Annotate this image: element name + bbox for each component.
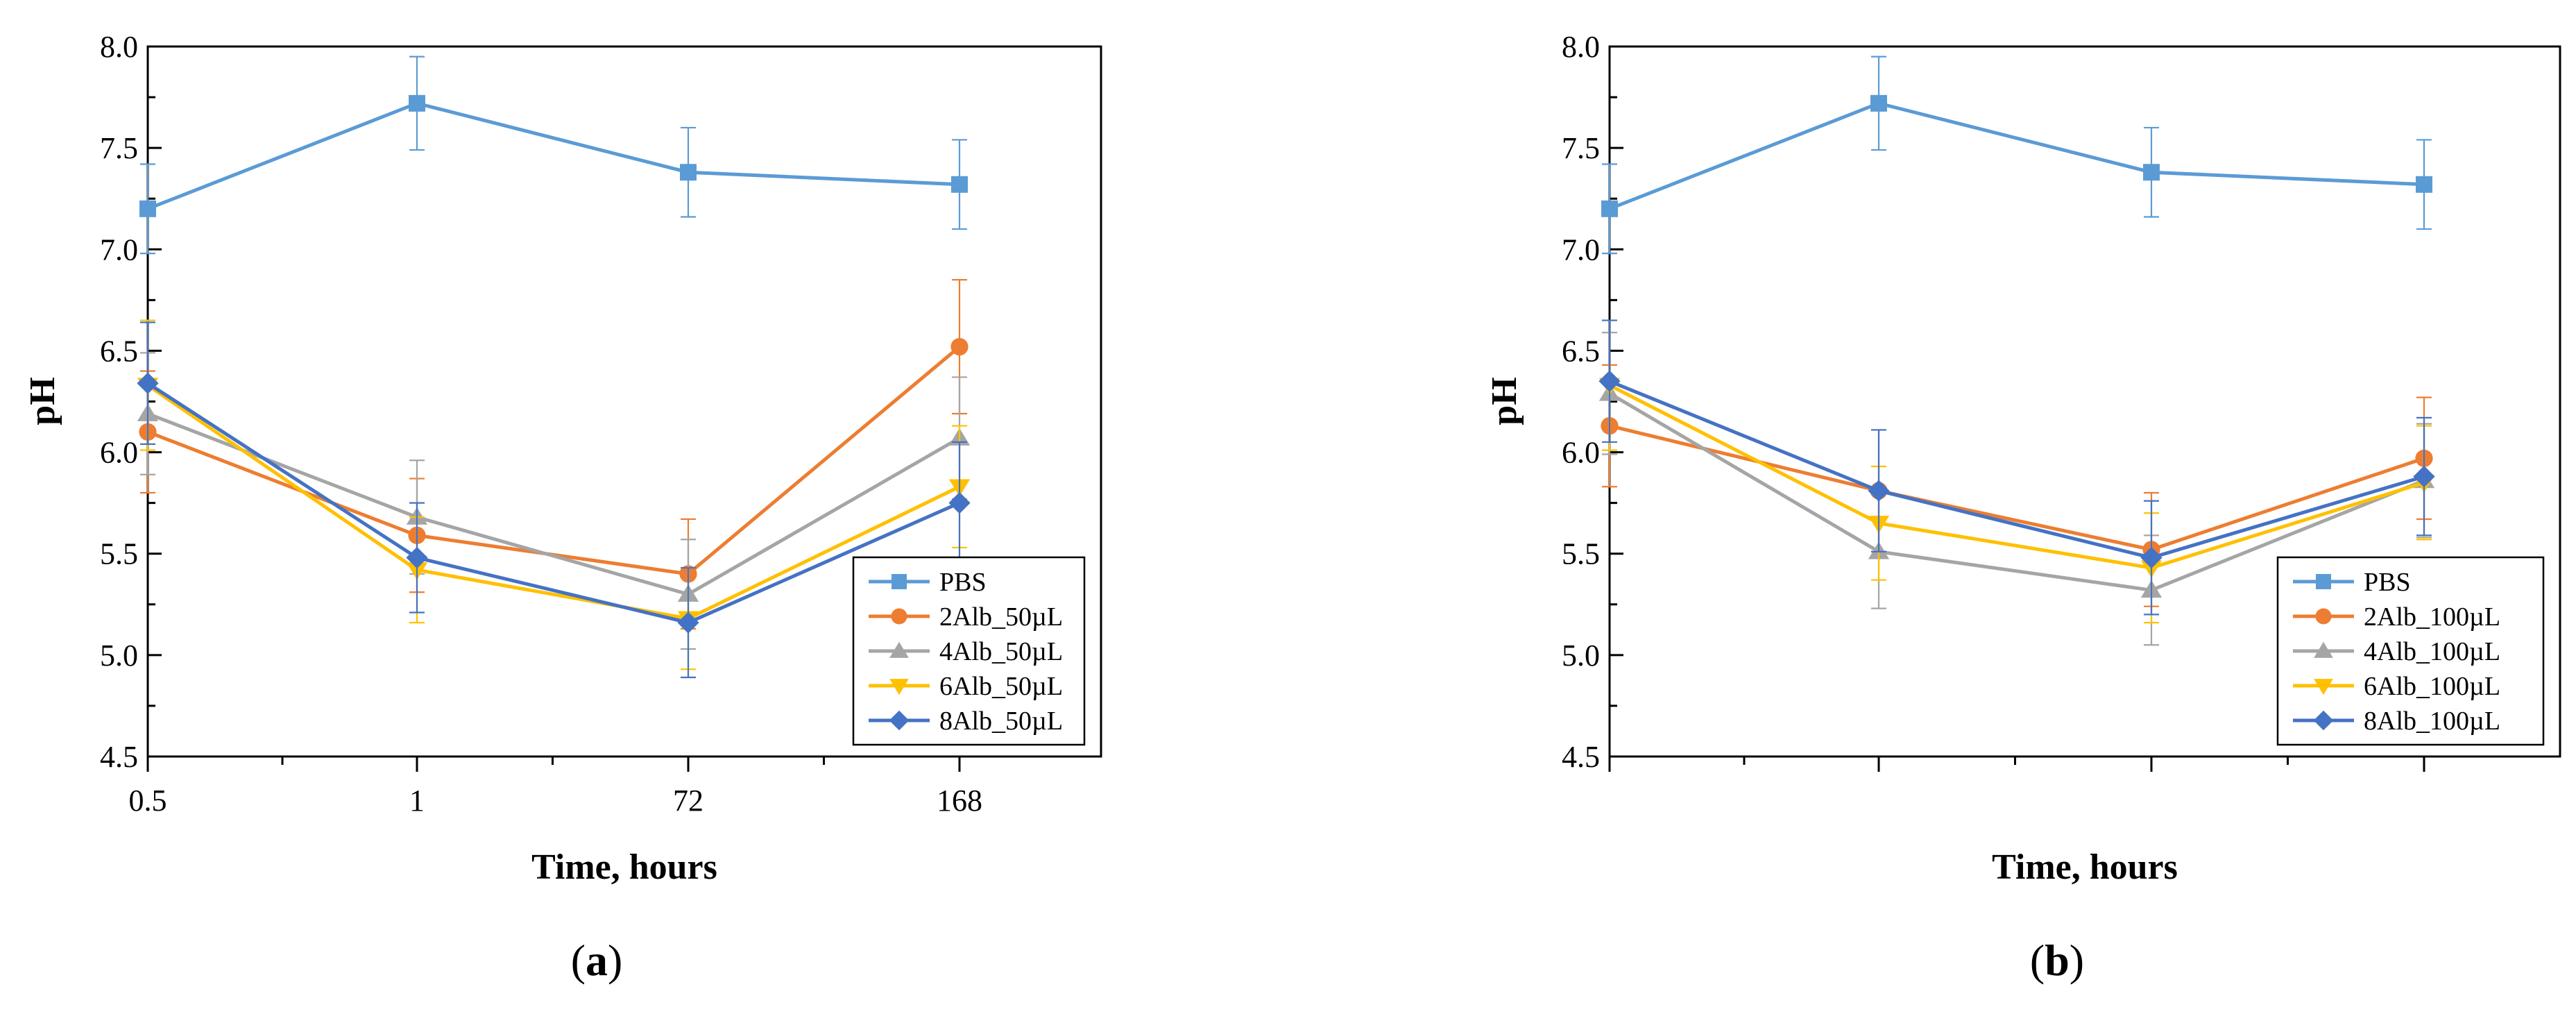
y-tick-label: 7.5 <box>100 131 138 165</box>
legend-swatch-marker <box>892 574 907 589</box>
x-tick-label: 1 <box>409 784 425 818</box>
panel-letter: b <box>2045 936 2070 985</box>
series-8Alb_100µL <box>1598 319 2435 616</box>
panel-label: (b) <box>2030 936 2084 985</box>
legend-swatch-marker <box>2314 641 2333 658</box>
y-tick-label: 5.0 <box>1562 639 1600 673</box>
y-axis-label: pH <box>1485 377 1524 425</box>
data-point <box>1601 200 1618 217</box>
data-point <box>2413 466 2435 488</box>
y-tick-label: 6.0 <box>100 436 138 470</box>
panel-paren-open: ( <box>571 936 586 985</box>
series-line <box>1609 379 2425 560</box>
y-tick-label: 7.0 <box>1562 233 1600 267</box>
legend-swatch-marker <box>2314 679 2333 695</box>
data-point <box>2143 164 2160 181</box>
series-line <box>1608 391 2425 592</box>
x-tick-label: 0.5 <box>129 784 167 818</box>
y-tick-label: 8.0 <box>100 30 138 64</box>
series-line <box>146 382 961 625</box>
legend-label: 4Alb_100µL <box>2364 637 2500 666</box>
legend-swatch-marker <box>889 679 909 695</box>
series-2Alb_50µL <box>139 279 969 629</box>
data-point <box>680 164 697 181</box>
x-axis-label: Time, hours <box>1992 847 2178 887</box>
y-tick-label: 5.5 <box>100 537 138 571</box>
panel-paren-open: ( <box>2030 936 2045 985</box>
y-axis-label: pH <box>23 377 62 425</box>
legend-label: 6Alb_50µL <box>939 672 1063 701</box>
legend-label: 2Alb_50µL <box>939 602 1063 632</box>
legend-swatch-marker <box>889 641 909 658</box>
legend-label: 6Alb_100µL <box>2364 672 2500 701</box>
x-tick-label: 168 <box>937 784 982 818</box>
legend-label: 8Alb_50µL <box>939 707 1063 736</box>
legend-swatch-marker <box>2313 710 2334 731</box>
data-point <box>1870 94 1887 112</box>
chart-panel-a: 4.5 5.0 5.5 6.0 6.5 7.0 7.5 8.0 0.5 1 72 168 Time, h… <box>23 30 1102 985</box>
y-tick-label: 6.0 <box>1562 436 1600 470</box>
y-tick-label: 4.5 <box>100 740 138 774</box>
legend-swatch-marker <box>2316 574 2331 589</box>
y-tick-label: 5.0 <box>100 639 138 673</box>
series-line <box>1608 383 2425 570</box>
data-point <box>1598 370 1621 392</box>
y-tick-label: 7.5 <box>1562 131 1600 165</box>
x-tick-label: 72 <box>673 784 703 818</box>
data-point <box>406 546 428 569</box>
legend: PBS 2Alb_100µL 4Alb_100µL 6Alb_100µL 8Alb_10… <box>2276 556 2545 746</box>
data-point <box>1868 480 1890 502</box>
series-line <box>147 101 960 211</box>
series-PBS <box>1601 56 2432 255</box>
data-point <box>2416 176 2432 193</box>
y-tick-label: 6.5 <box>1562 334 1600 368</box>
data-point <box>951 176 968 193</box>
legend-label: 4Alb_50µL <box>939 637 1063 666</box>
panel-label: (a) <box>571 936 623 985</box>
y-tick-label: 8.0 <box>1562 30 1600 64</box>
legend-label: 2Alb_100µL <box>2364 602 2500 632</box>
panel-paren-close: ) <box>2070 936 2084 985</box>
panel-letter: a <box>586 936 608 985</box>
series-PBS <box>139 56 968 255</box>
data-point <box>137 372 159 394</box>
chart-panel-b: 4.5 5.0 5.5 6.0 6.5 7.0 7.5 8.0 Time, hours pH (b)… <box>1485 30 2561 985</box>
legend-label: PBS <box>2364 568 2411 597</box>
data-point <box>409 94 425 112</box>
legend-swatch-marker <box>889 710 910 731</box>
y-tick-label: 6.5 <box>100 334 138 368</box>
series-4Alb_50µL <box>137 352 971 650</box>
panel-paren-close: ) <box>608 936 622 985</box>
data-point <box>948 492 971 514</box>
series-line <box>1609 101 2425 211</box>
y-tick-label: 7.0 <box>100 233 138 267</box>
legend-swatch-marker <box>2315 608 2332 625</box>
series-line <box>1609 424 2425 552</box>
series-8Alb_50µL <box>137 321 971 679</box>
series-line <box>147 412 961 596</box>
data-point <box>950 337 969 356</box>
data-point <box>139 200 156 217</box>
data-point <box>2140 546 2163 569</box>
legend-swatch-marker <box>891 608 907 625</box>
y-tick-label: 4.5 <box>1562 740 1600 774</box>
series-6Alb_50µL <box>137 319 971 670</box>
y-tick-label: 5.5 <box>1562 537 1600 571</box>
legend-label: PBS <box>939 568 987 597</box>
x-axis-label: Time, hours <box>531 847 717 887</box>
legend: PBS 2Alb_50µL 4Alb_50µL 6Alb_50µL 8Alb_50µL <box>852 556 1086 746</box>
data-point <box>677 611 699 634</box>
legend-label: 8Alb_100µL <box>2364 707 2500 736</box>
series-line <box>146 384 961 620</box>
